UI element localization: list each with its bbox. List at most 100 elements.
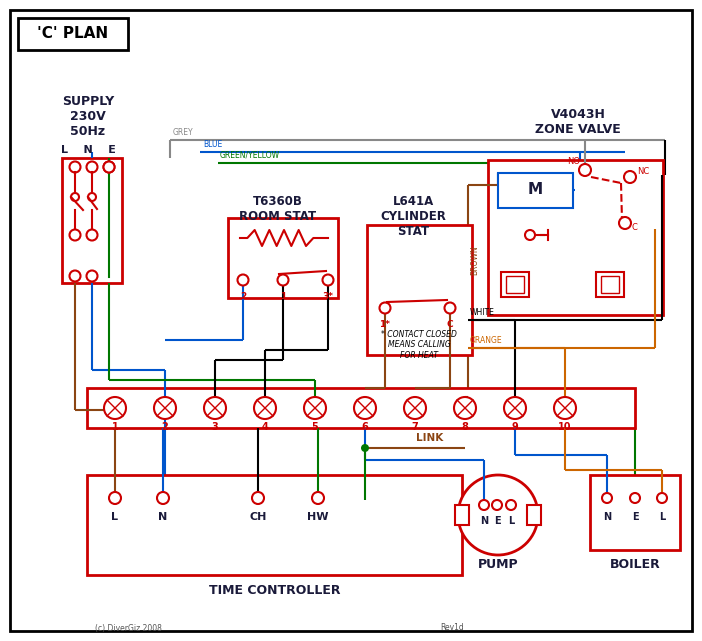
Text: ORANGE: ORANGE	[470, 336, 503, 345]
Text: V4043H
ZONE VALVE: V4043H ZONE VALVE	[535, 108, 621, 136]
Circle shape	[454, 397, 476, 419]
Text: WHITE: WHITE	[470, 308, 495, 317]
Text: 2: 2	[240, 292, 246, 301]
Circle shape	[404, 397, 426, 419]
Circle shape	[252, 492, 264, 504]
Circle shape	[204, 397, 226, 419]
Text: 1*: 1*	[380, 320, 390, 329]
Text: BLUE: BLUE	[203, 140, 223, 149]
Text: 7: 7	[411, 422, 418, 432]
Circle shape	[361, 444, 369, 452]
Bar	[62, 158, 122, 283]
Text: N: N	[480, 516, 488, 526]
Bar	[601, 276, 619, 293]
Text: GREY: GREY	[173, 128, 194, 137]
Text: L: L	[659, 512, 665, 522]
Circle shape	[69, 162, 81, 172]
Bar	[596, 272, 624, 297]
Circle shape	[103, 162, 114, 172]
Bar	[506, 276, 524, 293]
Circle shape	[312, 492, 324, 504]
Text: 9: 9	[512, 422, 518, 432]
Text: * CONTACT CLOSED
MEANS CALLING
FOR HEAT: * CONTACT CLOSED MEANS CALLING FOR HEAT	[381, 330, 457, 360]
Bar	[228, 218, 338, 298]
Text: N: N	[159, 512, 168, 522]
Circle shape	[86, 162, 98, 172]
Bar	[455, 505, 469, 525]
Text: 6: 6	[362, 422, 369, 432]
Text: SUPPLY
230V
50Hz: SUPPLY 230V 50Hz	[62, 95, 114, 138]
Circle shape	[103, 162, 114, 172]
Text: L    N    E: L N E	[60, 145, 115, 155]
Circle shape	[619, 217, 631, 229]
Bar	[18, 18, 128, 50]
Circle shape	[104, 397, 126, 419]
Text: CH: CH	[249, 512, 267, 522]
Bar	[590, 475, 680, 550]
Circle shape	[237, 274, 249, 285]
Text: 5: 5	[312, 422, 319, 432]
Circle shape	[109, 492, 121, 504]
Text: BOILER: BOILER	[609, 558, 661, 572]
Text: GREEN/YELLOW: GREEN/YELLOW	[220, 151, 280, 160]
Circle shape	[458, 475, 538, 555]
Text: 1: 1	[280, 292, 286, 301]
Circle shape	[86, 229, 98, 240]
Text: 1: 1	[112, 422, 119, 432]
Bar	[87, 388, 635, 428]
Circle shape	[69, 229, 81, 240]
Text: PUMP: PUMP	[477, 558, 518, 571]
Circle shape	[69, 271, 81, 281]
Circle shape	[88, 193, 96, 201]
Circle shape	[86, 271, 98, 281]
Circle shape	[525, 230, 535, 240]
Text: E: E	[632, 512, 638, 522]
Bar	[501, 272, 529, 297]
Circle shape	[154, 397, 176, 419]
Circle shape	[492, 500, 502, 510]
Circle shape	[254, 397, 276, 419]
Text: M: M	[527, 183, 543, 197]
Text: Rev1d: Rev1d	[440, 624, 464, 633]
Circle shape	[624, 171, 636, 183]
Text: L: L	[508, 516, 514, 526]
Text: 8: 8	[461, 422, 468, 432]
Bar	[527, 505, 541, 525]
Text: E: E	[494, 516, 501, 526]
Text: 4: 4	[262, 422, 268, 432]
Circle shape	[380, 303, 390, 313]
Bar	[498, 173, 573, 208]
Bar	[87, 475, 462, 575]
Text: 10: 10	[558, 422, 571, 432]
Circle shape	[554, 397, 576, 419]
Circle shape	[304, 397, 326, 419]
Circle shape	[157, 492, 169, 504]
Text: BROWN: BROWN	[470, 246, 479, 275]
Text: L: L	[112, 512, 119, 522]
Text: (c) DiverGiz 2008: (c) DiverGiz 2008	[95, 624, 162, 633]
Circle shape	[71, 193, 79, 201]
Text: L641A
CYLINDER
STAT: L641A CYLINDER STAT	[380, 195, 446, 238]
Text: 'C' PLAN: 'C' PLAN	[37, 26, 109, 42]
Text: NO: NO	[567, 158, 580, 167]
Circle shape	[602, 493, 612, 503]
Circle shape	[479, 500, 489, 510]
Text: N: N	[603, 512, 611, 522]
Text: HW: HW	[307, 512, 329, 522]
Circle shape	[504, 397, 526, 419]
Circle shape	[277, 274, 289, 285]
Circle shape	[322, 274, 333, 285]
Text: C: C	[632, 224, 638, 233]
Text: LINK: LINK	[416, 433, 444, 443]
Text: 3*: 3*	[322, 292, 333, 301]
Text: 2: 2	[161, 422, 168, 432]
Circle shape	[657, 493, 667, 503]
Text: NC: NC	[637, 167, 649, 176]
Circle shape	[579, 164, 591, 176]
Text: T6360B
ROOM STAT: T6360B ROOM STAT	[239, 195, 317, 223]
Bar	[367, 225, 472, 355]
Text: 3: 3	[211, 422, 218, 432]
Circle shape	[506, 500, 516, 510]
Text: C: C	[446, 320, 453, 329]
Circle shape	[444, 303, 456, 313]
